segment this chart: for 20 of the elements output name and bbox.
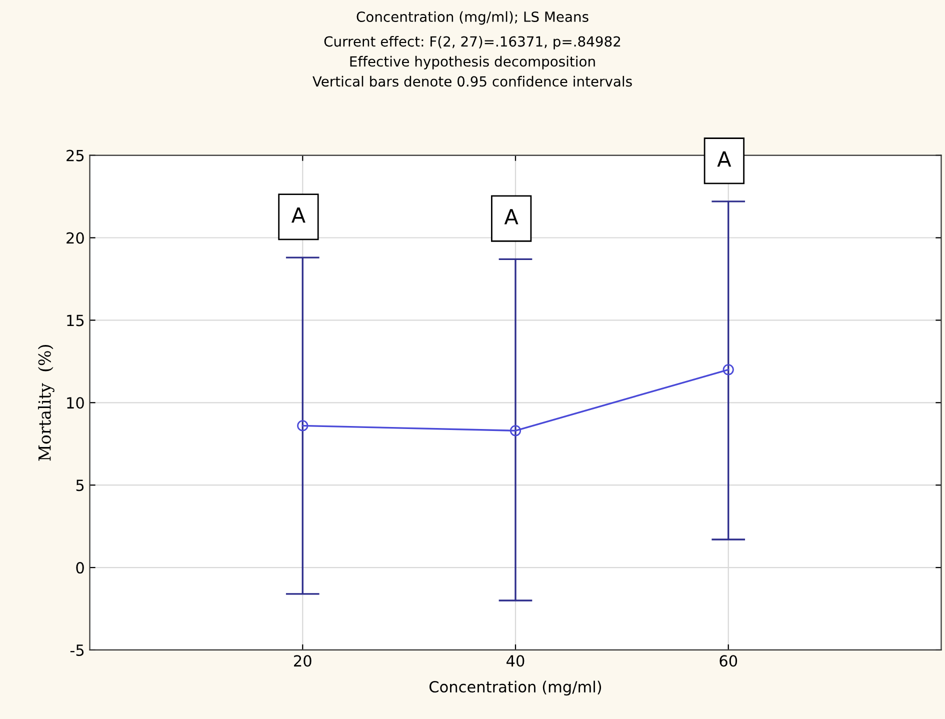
x-tick-label: 20 (294, 655, 312, 667)
chart-subtitle: Current effect: F(2, 27)=.16371, p=.84982 Effective hypothesis decomposition Vertical bars denote 0.95 confidence intervals (312, 36, 632, 87)
x-axis-title: Concentration (mg/ml) (430, 680, 602, 696)
y-tick-label: 20 (66, 232, 84, 244)
chart-title: Concentration (mg/ml); LS Means (356, 11, 588, 25)
annotation: A (292, 207, 306, 223)
x-tick-label: 60 (720, 655, 738, 667)
y-tick-label: 15 (67, 314, 84, 326)
annotation: A (504, 209, 518, 224)
y-axis-title: Mortality (%) (38, 345, 54, 461)
point (297, 420, 308, 432)
annotation: A (717, 151, 732, 167)
y-tick-label: 5 (76, 480, 84, 492)
point (722, 364, 734, 376)
y-tick-label: 10 (67, 397, 84, 409)
point (510, 425, 522, 436)
y-tick-label: 0 (76, 562, 84, 574)
y-tick-label: 25 (66, 150, 84, 162)
x-tick-label: 40 (506, 655, 524, 667)
y-tick-label: -5 (70, 644, 84, 656)
